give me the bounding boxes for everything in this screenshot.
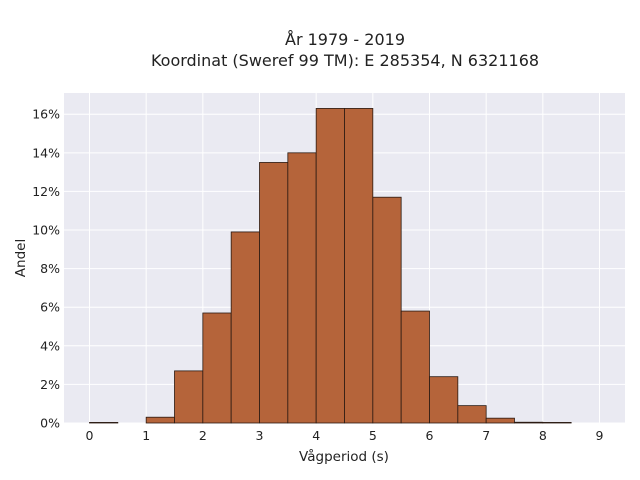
y-axis-ticks: 0% 2% 4% 6% 8% 10% 12% 14% 16%	[32, 107, 60, 431]
histogram-bar	[287, 152, 317, 424]
histogram-bar	[315, 108, 345, 424]
x-tick-label: 4	[312, 428, 320, 443]
x-tick-label: 5	[369, 428, 377, 443]
x-tick-label: 7	[482, 428, 490, 443]
x-tick-label: 9	[596, 428, 604, 443]
x-tick-label: 2	[199, 428, 207, 443]
histogram-bar	[202, 312, 232, 424]
histogram-bar	[457, 405, 487, 424]
y-tick-label: 2%	[40, 377, 60, 392]
chart-title-line-2: Koordinat (Sweref 99 TM): E 285354, N 63…	[151, 51, 539, 70]
x-tick-label: 0	[86, 428, 94, 443]
y-tick-label: 10%	[32, 223, 60, 238]
y-tick-label: 6%	[40, 300, 60, 315]
histogram-bar	[485, 417, 515, 424]
x-tick-label: 1	[142, 428, 150, 443]
histogram-bars	[89, 108, 572, 424]
histogram-bar	[514, 421, 544, 424]
y-axis-label: Andel	[13, 239, 29, 277]
x-tick-label: 3	[256, 428, 264, 443]
histogram-bar	[145, 416, 175, 424]
histogram-bar	[400, 310, 430, 424]
histogram-bar	[372, 196, 402, 424]
histogram-bar	[259, 162, 289, 424]
chart-title-line-1: År 1979 - 2019	[285, 30, 405, 49]
histogram-bar	[89, 422, 119, 424]
x-tick-label: 6	[426, 428, 434, 443]
y-tick-label: 16%	[32, 107, 60, 122]
histogram-bar	[542, 422, 572, 424]
y-tick-label: 4%	[40, 338, 60, 353]
histogram-bar	[174, 370, 204, 424]
y-tick-label: 8%	[40, 261, 60, 276]
y-tick-label: 14%	[32, 145, 60, 160]
x-tick-label: 8	[539, 428, 547, 443]
histogram-bar	[230, 231, 260, 424]
y-tick-label: 0%	[40, 416, 60, 431]
histogram-bar	[429, 376, 459, 424]
y-tick-label: 12%	[32, 184, 60, 199]
x-axis-ticks: 0 1 2 3 4 5 6 7 8 9	[86, 428, 604, 443]
x-axis-label: Vågperiod (s)	[299, 448, 389, 465]
histogram-bar	[344, 108, 374, 424]
